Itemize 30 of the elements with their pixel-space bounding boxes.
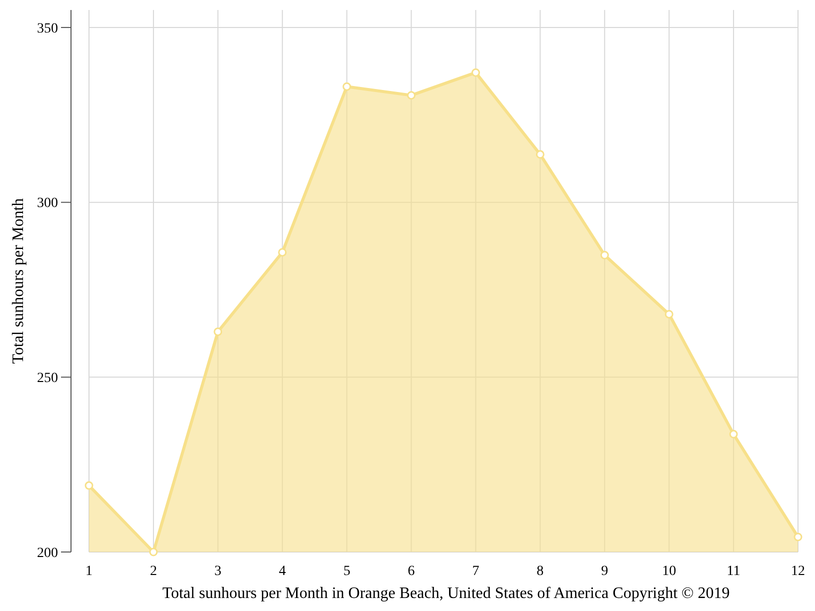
y-tick-label: 350 <box>37 21 58 36</box>
point <box>342 82 352 91</box>
x-tick-label: 12 <box>791 564 805 579</box>
point <box>794 532 802 542</box>
y-tick-label: 250 <box>37 371 58 386</box>
x-tick-label: 7 <box>472 564 480 579</box>
point <box>729 430 738 438</box>
x-tick-label: 1 <box>86 564 92 579</box>
point <box>214 327 222 336</box>
point <box>536 150 544 159</box>
point <box>149 548 158 556</box>
x-tick-label: 2 <box>150 564 157 579</box>
x-tick-label: 4 <box>278 564 286 579</box>
point <box>600 250 609 260</box>
x-tick-label: 8 <box>536 564 544 579</box>
x-tick-label: 6 <box>408 564 415 579</box>
x-tick-label: 9 <box>601 564 608 579</box>
x-axis-title: Total sunhours per Month in Orange Beach, United States of America Copyright © 2019 <box>162 585 730 602</box>
point <box>471 68 480 77</box>
x-tick-label: 11 <box>726 564 740 579</box>
y-tick-label: 300 <box>37 196 58 212</box>
point <box>407 91 416 100</box>
x-tick-label: 5 <box>343 564 350 579</box>
x-tick-label: 10 <box>662 564 676 579</box>
point <box>84 481 94 490</box>
point <box>278 248 287 257</box>
x-tick-label: 3 <box>214 564 222 579</box>
y-tick-label: 200 <box>37 546 58 561</box>
point <box>664 310 674 318</box>
y-axis-title: Total sunhours per Month <box>10 198 27 364</box>
